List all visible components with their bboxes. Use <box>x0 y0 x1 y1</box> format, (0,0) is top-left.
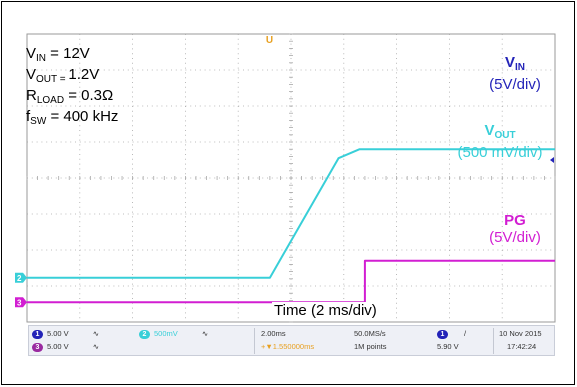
timebase: 2.00ms <box>261 329 286 338</box>
trigger-level-marker <box>550 157 554 163</box>
time: 17:42:24 <box>507 342 537 351</box>
marker-shape <box>15 272 27 283</box>
ch1-setting: 1 5.00 V ∿ <box>32 329 99 339</box>
marker-number: 3 <box>17 299 22 308</box>
sample-rate: 50.0MS/s <box>354 329 386 338</box>
label-vout: VOUT (500 mV/div) <box>457 122 543 161</box>
label-vin: VIN (5V/div) <box>489 54 541 93</box>
status-divider <box>254 328 255 354</box>
x-axis-label: Time (2 ms/div) <box>272 302 379 319</box>
waveform-traces <box>27 148 555 304</box>
label-pg: PG (5V/div) <box>489 212 541 246</box>
graticule: U <box>26 33 556 323</box>
channel-marker-2: 2 <box>15 272 27 283</box>
condition-vin: VIN = 12V <box>26 45 90 64</box>
trigger-source: 1/ <box>437 329 466 339</box>
trigger-level: 5.90 V <box>437 342 459 351</box>
trigger-position: +▼1.550000ms <box>261 342 315 351</box>
trace-vout <box>27 148 555 279</box>
trigger-marker: U <box>266 35 273 46</box>
scope-status-bar: 1 5.00 V ∿ 3 5.00 V ∿ 2 500mV ∿ 2.00ms +▼1.… <box>28 325 555 356</box>
condition-fsw: fSW = 400 kHz <box>26 108 119 127</box>
marker-number: 2 <box>17 274 22 283</box>
ch2-setting: 2 500mV ∿ <box>139 329 208 339</box>
marker-shape <box>15 297 27 308</box>
channel-markers: 123 <box>15 157 554 308</box>
condition-vout: VOUT = 1.2V <box>26 66 100 85</box>
channel-marker-3: 3 <box>15 297 27 308</box>
status-divider <box>493 328 494 354</box>
date: 10 Nov 2015 <box>499 329 542 338</box>
trace-pg <box>27 259 555 304</box>
record-length: 1M points <box>354 342 387 351</box>
condition-rload: RLOAD = 0.3Ω <box>26 87 114 106</box>
ch3-setting: 3 5.00 V ∿ <box>32 342 99 352</box>
